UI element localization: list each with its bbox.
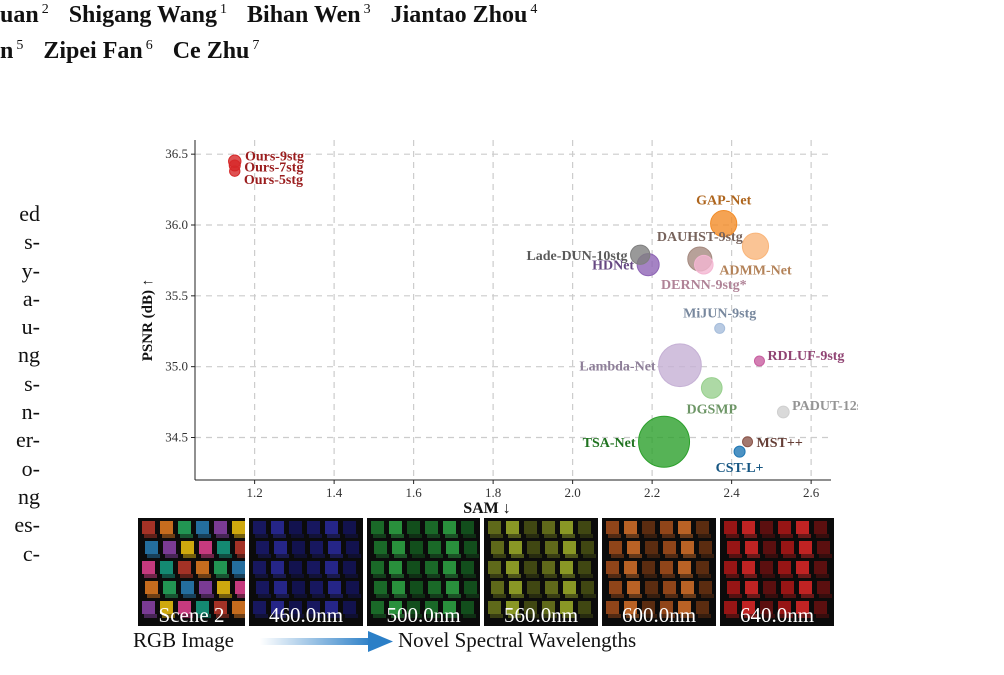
point-label: DAUHST-9stg bbox=[657, 230, 743, 245]
body-text-line: n- bbox=[21, 399, 40, 425]
data-point bbox=[741, 232, 770, 260]
y-tick-label: 34.5 bbox=[165, 430, 188, 445]
arrow-icon bbox=[260, 631, 393, 652]
panel-label: 560.0nm bbox=[503, 603, 579, 626]
point-label: CST-L+ bbox=[716, 461, 764, 476]
panel-label: 500.0nm bbox=[386, 603, 461, 626]
spectral-image-panel: 640.0nm bbox=[720, 518, 834, 626]
panel-label: 600.0nm bbox=[621, 603, 697, 626]
body-text-line: ed bbox=[19, 201, 40, 226]
scene-thumbnail bbox=[142, 521, 245, 618]
affiliation-marker: 7 bbox=[252, 38, 260, 53]
scene-thumbnail bbox=[606, 521, 714, 618]
panel-label: 640.0nm bbox=[739, 603, 815, 626]
point-label: Lambda-Net bbox=[579, 359, 656, 374]
x-tick-label: 2.4 bbox=[724, 485, 741, 500]
data-point bbox=[776, 405, 790, 419]
body-text-line: ng bbox=[18, 483, 40, 509]
authors-line-2: n 5 Zipei Fan 6 Ce Zhu 7 bbox=[0, 38, 279, 65]
body-text-line: o- bbox=[21, 455, 40, 481]
point-label: PADUT-12stg bbox=[792, 399, 858, 414]
scene-thumbnail bbox=[488, 521, 596, 618]
x-tick-label: 2.6 bbox=[803, 485, 820, 500]
x-tick-label: 2.0 bbox=[565, 485, 581, 500]
point-label: Lade-DUN-10stg bbox=[526, 249, 627, 264]
point-label: ADMM-Net bbox=[719, 263, 792, 278]
point-label: TSA-Net bbox=[583, 436, 636, 451]
scene-thumbnail bbox=[253, 521, 361, 618]
point-label: Ours-7stg bbox=[244, 161, 303, 176]
caption-novel-wavelengths: Novel Spectral Wavelengths bbox=[398, 628, 637, 652]
data-point bbox=[714, 322, 726, 334]
x-tick-label: 2.2 bbox=[644, 485, 660, 500]
body-text-line: er- bbox=[16, 427, 40, 453]
panel-label: 460.0nm bbox=[268, 603, 344, 626]
spectral-image-panel: Scene 2 bbox=[138, 518, 245, 626]
caption-rgb-image: RGB Image bbox=[133, 628, 234, 652]
author-name: uan 2 bbox=[0, 2, 49, 28]
affiliation-marker: 2 bbox=[41, 2, 49, 17]
point-label: HDNet bbox=[592, 259, 634, 274]
body-text-line: ng bbox=[18, 342, 40, 368]
point-label: MST++ bbox=[757, 436, 803, 451]
x-tick-label: 1.6 bbox=[406, 485, 423, 500]
data-point bbox=[229, 165, 241, 177]
body-text-line: es- bbox=[14, 512, 40, 538]
data-point bbox=[733, 445, 746, 458]
point-label: Ours-5stg bbox=[244, 173, 303, 188]
author-name: Shigang Wang 1 bbox=[68, 2, 228, 28]
spectral-image-panel: 600.0nm bbox=[602, 518, 716, 626]
author-name: Jiantao Zhou 4 bbox=[390, 2, 538, 28]
x-tick-label: 1.2 bbox=[247, 485, 263, 500]
authors-line-1: uan 2 Shigang Wang 1 Bihan Wen 3 Jiantao Zhou 4 bbox=[0, 2, 557, 29]
data-point bbox=[753, 355, 765, 367]
y-tick-label: 36.5 bbox=[165, 146, 188, 161]
affiliation-marker: 6 bbox=[145, 38, 153, 53]
scene-thumbnail bbox=[724, 521, 832, 618]
data-point bbox=[700, 377, 723, 399]
point-label: Ours-9stg bbox=[245, 149, 304, 164]
y-tick-label: 36.0 bbox=[165, 217, 188, 232]
point-label: RDLUF-9stg bbox=[767, 349, 844, 364]
x-tick-label: 1.4 bbox=[326, 485, 343, 500]
affiliation-marker: 5 bbox=[16, 38, 24, 53]
body-text-line: u- bbox=[21, 314, 40, 340]
x-axis-label: SAM ↓ bbox=[463, 500, 511, 517]
y-tick-label: 35.0 bbox=[165, 359, 188, 374]
data-point bbox=[742, 436, 754, 448]
data-point bbox=[630, 244, 651, 265]
point-label: DGSMP bbox=[686, 402, 737, 417]
x-tick-label: 1.8 bbox=[485, 485, 501, 500]
point-label: GAP-Net bbox=[696, 193, 752, 208]
point-label: DERNN-9stg* bbox=[661, 278, 747, 293]
spectral-image-panel: 560.0nm bbox=[484, 518, 598, 626]
author-name: Bihan Wen 3 bbox=[247, 2, 371, 28]
author-name: Zipei Fan 6 bbox=[43, 38, 153, 64]
point-label: MiJUN-9stg bbox=[683, 306, 756, 321]
spectral-image-panel: 500.0nm bbox=[367, 518, 480, 626]
author-name: Ce Zhu 7 bbox=[172, 38, 260, 64]
y-axis-label: PSNR (dB) ↑ bbox=[140, 279, 156, 362]
affiliation-marker: 4 bbox=[530, 2, 538, 17]
affiliation-marker: 3 bbox=[363, 2, 371, 17]
data-point bbox=[658, 343, 702, 388]
body-text-line: a- bbox=[22, 285, 40, 311]
data-point bbox=[710, 209, 738, 238]
scene-thumbnail bbox=[371, 521, 479, 618]
body-text-line: s- bbox=[24, 370, 40, 396]
data-point bbox=[693, 254, 714, 275]
psnr-sam-chart: 1.2 1.4 1.6 1.8 2.0 2.2 2.4 2.6 34.5 35.0 35.5 36.0… bbox=[140, 140, 858, 517]
spectral-image-panel: 460.0nm bbox=[249, 518, 363, 626]
panel-label: Scene 2 bbox=[158, 603, 225, 626]
affiliation-marker: 1 bbox=[220, 2, 228, 17]
y-tick-label: 35.5 bbox=[165, 288, 188, 303]
body-text-fragment: ed s-y-a-u-ng s-n-er-o-ng es-c- bbox=[0, 200, 40, 568]
data-point bbox=[638, 415, 691, 468]
body-text-line: s- bbox=[24, 229, 40, 255]
body-text-line: y- bbox=[21, 257, 40, 283]
body-text-line: c- bbox=[22, 540, 40, 566]
